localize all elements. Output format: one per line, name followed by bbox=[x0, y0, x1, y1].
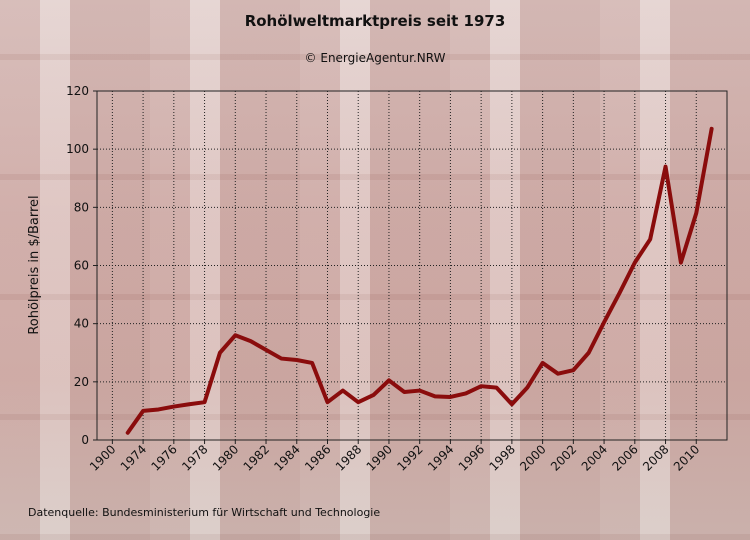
x-tick-label: 2006 bbox=[609, 442, 640, 473]
y-tick-label: 40 bbox=[74, 317, 89, 331]
y-axis-label: Rohölpreis in $/Barrel bbox=[27, 195, 42, 334]
x-tick-label: 1982 bbox=[241, 442, 272, 473]
x-tick-label: 1986 bbox=[302, 442, 333, 473]
x-tick-label: 1992 bbox=[394, 442, 425, 473]
y-tick-label: 20 bbox=[74, 375, 89, 389]
x-tick-label: 1900 bbox=[87, 442, 118, 473]
x-tick-label: 1996 bbox=[456, 442, 487, 473]
x-tick-label: 1984 bbox=[271, 442, 302, 473]
chart-title: Rohölweltmarktpreis seit 1973 bbox=[245, 12, 506, 30]
x-tick-label: 1998 bbox=[486, 442, 517, 473]
x-tick-label: 1988 bbox=[333, 442, 364, 473]
y-tick-label: 80 bbox=[74, 200, 89, 214]
x-tick-label: 1974 bbox=[118, 442, 149, 473]
y-tick-label: 100 bbox=[66, 142, 89, 156]
x-tick-label: 1976 bbox=[148, 442, 179, 473]
x-tick-label: 1980 bbox=[210, 442, 241, 473]
x-tick-label: 1978 bbox=[179, 442, 210, 473]
y-tick-label: 60 bbox=[74, 259, 89, 273]
source-note: Datenquelle: Bundesministerium für Wirts… bbox=[28, 506, 380, 519]
x-tick-label: 2008 bbox=[640, 442, 671, 473]
x-tick-label: 1990 bbox=[364, 442, 395, 473]
x-tick-label: 2002 bbox=[548, 442, 579, 473]
y-tick-label: 0 bbox=[81, 433, 89, 447]
x-tick-label: 1994 bbox=[425, 442, 456, 473]
chart-subtitle: © EnergieAgentur.NRW bbox=[305, 51, 446, 65]
x-tick-label: 2000 bbox=[517, 442, 548, 473]
y-tick-label: 120 bbox=[66, 84, 89, 98]
x-tick-label: 2010 bbox=[671, 442, 702, 473]
x-tick-label: 2004 bbox=[579, 442, 610, 473]
price-line bbox=[125, 126, 714, 435]
